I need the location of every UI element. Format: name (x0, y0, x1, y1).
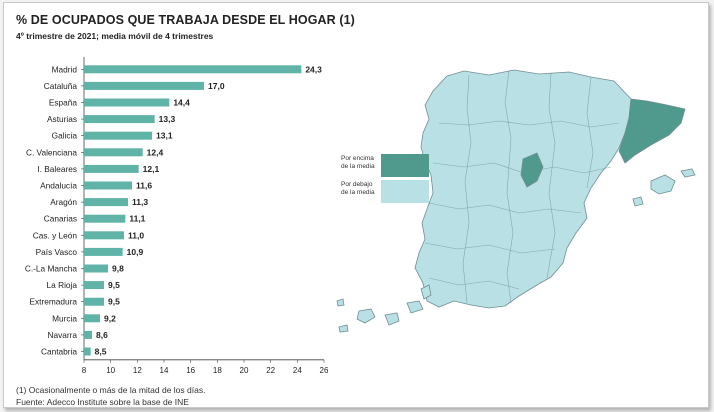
x-tick-label: 18 (213, 366, 222, 375)
legend-above-line1: Por encima (341, 155, 374, 162)
value-label: 11,0 (128, 230, 144, 240)
legend-item-above: Por encima de la media (341, 154, 441, 180)
value-label: 13,3 (159, 114, 176, 124)
map-canarias-5 (336, 298, 345, 307)
value-label: 13,1 (156, 131, 173, 141)
map-canarias-3 (406, 300, 424, 314)
x-tick-label: 16 (186, 366, 195, 375)
value-label: 10,9 (127, 247, 144, 257)
bar (84, 347, 91, 356)
map-madrid (520, 152, 544, 188)
footnote-definition: (1) Ocasionalmente o más de la mitad de … (16, 385, 206, 395)
category-label: I. Baleares (37, 164, 77, 174)
value-label: 9,5 (108, 297, 120, 307)
bar (84, 214, 126, 223)
category-label: País Vasco (36, 247, 78, 257)
category-label: Cantabria (41, 347, 77, 357)
x-tick-label: 20 (240, 366, 249, 375)
footnote: (1) Ocasionalmente o más de la mitad de … (16, 384, 205, 408)
value-label: 9,8 (112, 264, 124, 274)
bar (84, 164, 139, 173)
bar (84, 231, 124, 240)
value-label: 24,3 (305, 64, 322, 74)
bar (84, 131, 152, 140)
legend-below-line2: de la media (341, 189, 375, 196)
bar (84, 198, 128, 207)
category-label: La Rioja (47, 280, 78, 290)
category-label: C. Valenciana (26, 147, 77, 157)
legend-item-below: Por debajo de la media (341, 180, 441, 206)
category-label: Navarra (47, 330, 77, 340)
legend-above-line2: de la media (341, 163, 375, 170)
legend-below-line1: Por debajo (341, 181, 373, 188)
category-label: C.-La Mancha (25, 264, 77, 274)
bar (84, 115, 155, 124)
bar (84, 297, 104, 306)
bar (84, 281, 104, 290)
value-label: 12,1 (143, 164, 160, 174)
map-regions-above-average (520, 98, 686, 188)
category-label: Canarias (44, 214, 77, 224)
map-regions-below-average (336, 69, 696, 333)
footnote-source: Fuente: Adecco Institute sobre la base d… (16, 397, 189, 407)
category-label: Asturias (47, 114, 77, 124)
legend-swatch-below (381, 180, 429, 203)
bar (84, 81, 204, 90)
value-label: 11,1 (129, 214, 145, 224)
map-canarias-2 (384, 312, 400, 326)
chart-title: % DE OCUPADOS QUE TRABAJA DESDE EL HOGAR… (16, 13, 355, 27)
category-label: Murcia (52, 313, 77, 323)
value-label: 12,4 (147, 147, 164, 157)
category-label: Cas. y León (33, 230, 78, 240)
category-label: Extremadura (30, 297, 78, 307)
spain-map (336, 69, 696, 333)
map-canarias-6 (338, 324, 349, 333)
bar (84, 247, 123, 256)
value-label: 9,5 (108, 280, 120, 290)
map-province-borders (424, 70, 668, 304)
category-label: España (49, 98, 78, 108)
x-tick-label: 8 (82, 366, 87, 375)
bar (84, 264, 108, 273)
x-tick-label: 26 (320, 366, 329, 375)
value-label: 11,3 (132, 197, 148, 207)
category-label: Galicia (52, 131, 78, 141)
value-label: 8,6 (96, 330, 108, 340)
category-label: Madrid (52, 64, 78, 74)
map-canarias-1 (356, 308, 376, 324)
x-tick-label: 10 (106, 366, 115, 375)
map-menorca (680, 168, 696, 178)
value-label: 14,4 (173, 98, 190, 108)
chart-frame: % DE OCUPADOS QUE TRABAJA DESDE EL HOGAR… (3, 2, 709, 408)
x-tick-label: 14 (160, 366, 169, 375)
bar (84, 148, 143, 157)
bar (84, 181, 132, 190)
category-label: Aragón (50, 197, 77, 207)
chart-subtitle: 4º trimestre de 2021; media móvil de 4 t… (16, 31, 214, 41)
x-tick-label: 24 (293, 366, 302, 375)
bar-chart: Madrid 24,3 Cataluña 17,0 España 14,4 Asturias… (25, 57, 329, 375)
x-tick-label: 12 (133, 366, 142, 375)
map-cataluna (618, 98, 686, 164)
bar (84, 65, 302, 74)
map-mainland (414, 69, 632, 309)
bar (84, 314, 100, 323)
map-canarias-4 (420, 284, 432, 300)
bar (84, 98, 170, 107)
bar (84, 330, 92, 339)
legend-swatch-above (381, 154, 429, 177)
map-mallorca (650, 174, 676, 195)
map-legend: Por encima de la media Por debajo de la … (341, 154, 441, 206)
value-label: 8,5 (95, 347, 107, 357)
category-label: Andalucía (40, 181, 77, 191)
map-ibiza (632, 196, 644, 207)
value-label: 11,6 (136, 181, 152, 191)
x-tick-label: 22 (266, 366, 275, 375)
category-label: Cataluña (44, 81, 78, 91)
value-label: 17,0 (208, 81, 225, 91)
value-label: 9,2 (104, 313, 116, 323)
